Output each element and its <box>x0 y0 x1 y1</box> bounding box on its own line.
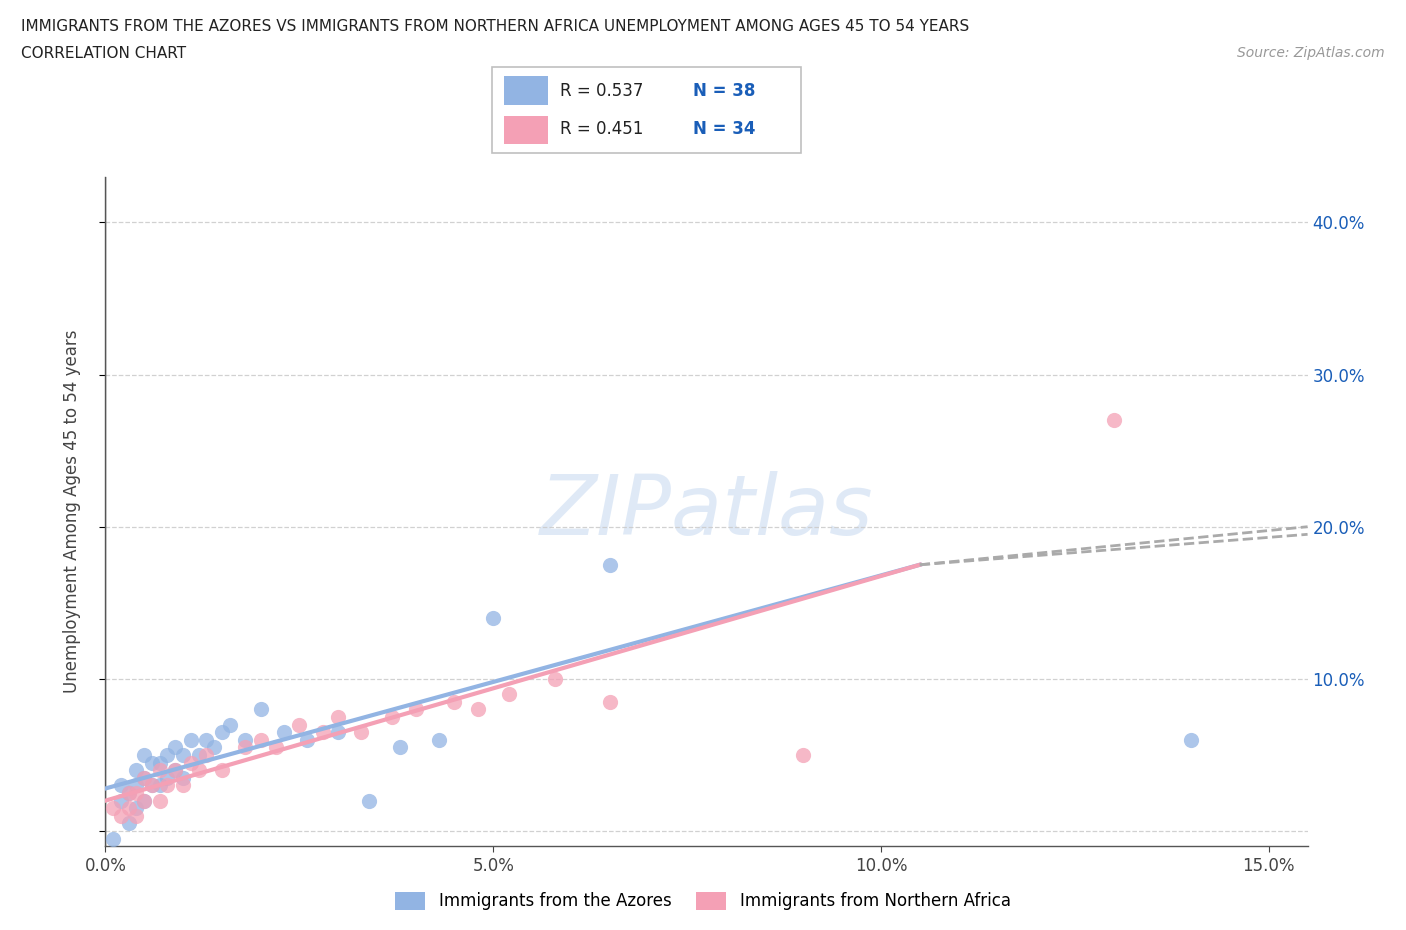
Point <box>295 732 318 747</box>
Text: R = 0.537: R = 0.537 <box>560 82 644 100</box>
Point <box>443 695 465 710</box>
Point <box>211 763 233 777</box>
Text: CORRELATION CHART: CORRELATION CHART <box>21 46 186 61</box>
Point <box>141 778 163 793</box>
Point <box>249 702 271 717</box>
Text: N = 38: N = 38 <box>693 82 755 100</box>
Point <box>125 808 148 823</box>
Point <box>405 702 427 717</box>
Point <box>103 801 125 816</box>
Point <box>156 778 179 793</box>
Point <box>544 671 567 686</box>
Point <box>264 740 287 755</box>
Text: IMMIGRANTS FROM THE AZORES VS IMMIGRANTS FROM NORTHERN AFRICA UNEMPLOYMENT AMONG: IMMIGRANTS FROM THE AZORES VS IMMIGRANTS… <box>21 19 969 33</box>
Point <box>350 724 373 739</box>
Point <box>149 793 172 808</box>
Point <box>172 748 194 763</box>
Point <box>211 724 233 739</box>
Point <box>149 755 172 770</box>
Point <box>134 770 156 785</box>
Point <box>103 831 125 846</box>
Point <box>218 717 240 732</box>
Point <box>134 793 156 808</box>
Point <box>141 778 163 793</box>
Point <box>273 724 295 739</box>
Point <box>172 778 194 793</box>
Point <box>118 801 141 816</box>
Point <box>156 770 179 785</box>
Point <box>326 724 349 739</box>
Point <box>156 748 179 763</box>
Point <box>311 724 333 739</box>
Text: R = 0.451: R = 0.451 <box>560 120 644 139</box>
Point <box>599 557 621 572</box>
Point <box>187 763 209 777</box>
Text: Source: ZipAtlas.com: Source: ZipAtlas.com <box>1237 46 1385 60</box>
Point <box>125 763 148 777</box>
Point <box>165 763 187 777</box>
Point <box>165 763 187 777</box>
Point <box>1180 732 1202 747</box>
Text: N = 34: N = 34 <box>693 120 755 139</box>
Point <box>110 808 132 823</box>
Point <box>172 770 194 785</box>
Point <box>149 763 172 777</box>
Point <box>233 740 256 755</box>
Point <box>599 695 621 710</box>
Point <box>149 778 172 793</box>
Point <box>288 717 311 732</box>
Point <box>134 748 156 763</box>
Point <box>792 748 814 763</box>
Point <box>389 740 412 755</box>
Point <box>165 740 187 755</box>
Point <box>180 732 202 747</box>
Point <box>141 755 163 770</box>
Point <box>467 702 489 717</box>
Point <box>498 686 520 701</box>
Bar <box>505 115 548 144</box>
FancyBboxPatch shape <box>492 67 801 153</box>
Point <box>202 740 225 755</box>
Point <box>427 732 450 747</box>
Point <box>125 801 148 816</box>
Legend: Immigrants from the Azores, Immigrants from Northern Africa: Immigrants from the Azores, Immigrants f… <box>388 885 1018 917</box>
Point <box>1102 413 1125 428</box>
Point <box>118 786 141 801</box>
Point <box>195 748 218 763</box>
Point <box>110 778 132 793</box>
Point <box>118 816 141 830</box>
Text: ZIPatlas: ZIPatlas <box>540 471 873 552</box>
Point <box>125 786 148 801</box>
Point <box>180 755 202 770</box>
Point <box>381 710 404 724</box>
Point <box>110 793 132 808</box>
Point <box>187 748 209 763</box>
Bar <box>505 76 548 104</box>
Point <box>134 793 156 808</box>
Point <box>195 732 218 747</box>
Point <box>125 778 148 793</box>
Point <box>359 793 381 808</box>
Point <box>326 710 349 724</box>
Point <box>482 611 505 626</box>
Point <box>118 786 141 801</box>
Point <box>134 770 156 785</box>
Y-axis label: Unemployment Among Ages 45 to 54 years: Unemployment Among Ages 45 to 54 years <box>63 330 82 693</box>
Point <box>233 732 256 747</box>
Point <box>249 732 271 747</box>
